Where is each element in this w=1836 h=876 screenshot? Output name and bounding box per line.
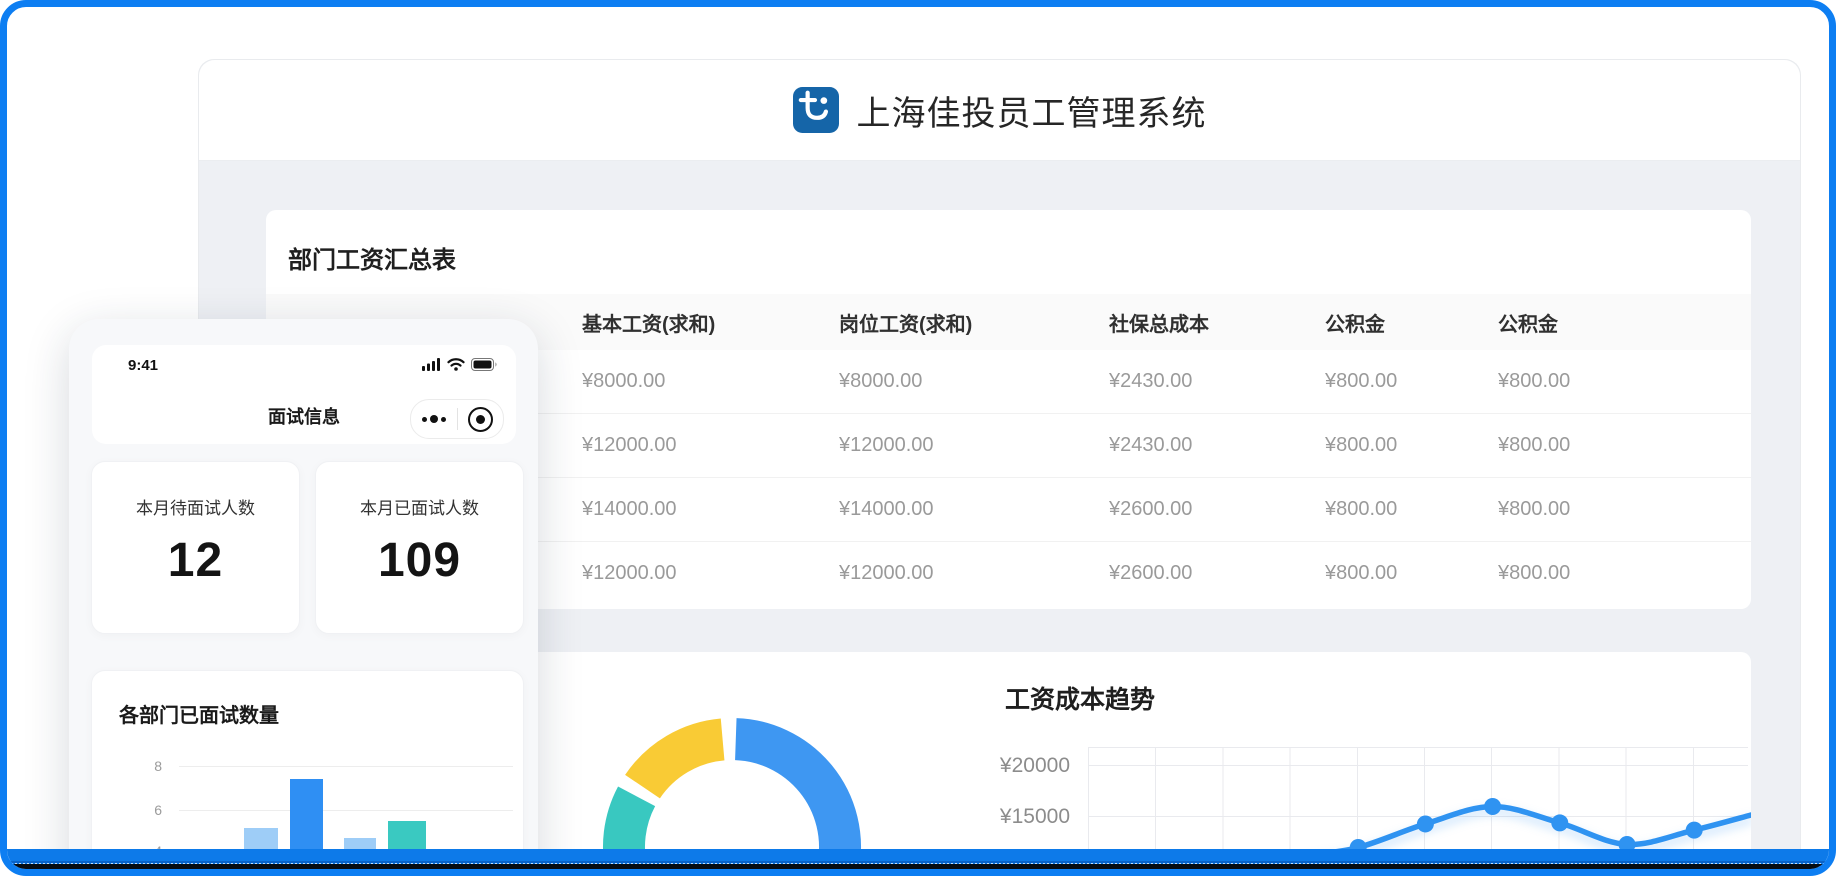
table-cell: ¥8000.00 (582, 370, 666, 392)
table-cell: ¥800.00 (1498, 498, 1571, 520)
salary-card-title: 部门工资汇总表 (288, 247, 456, 274)
stat-label: 本月待面试人数 (136, 499, 255, 518)
table-cell: ¥2600.00 (1109, 498, 1193, 520)
trend-data-point (1484, 798, 1502, 816)
app-title: 上海佳投员工管理系统 (856, 94, 1207, 133)
phone-nav-title: 面试信息 (268, 407, 340, 427)
table-cell: ¥14000.00 (839, 498, 934, 520)
trend-line-chart (1267, 798, 1751, 869)
trend-data-point (1685, 821, 1703, 839)
trend-data-point (1416, 815, 1434, 833)
bar-y-tick-6: 6 (154, 802, 162, 818)
table-cell: ¥2600.00 (1109, 562, 1193, 584)
salary-table-body: ¥8000.00 ¥8000.00 ¥2430.00 ¥800.00 ¥800.00 ¥1… (266, 350, 1751, 605)
table-cell: ¥12000.00 (839, 434, 934, 456)
table-cell: ¥12000.00 (582, 562, 677, 584)
trend-y-label-20000: ¥20000 (999, 754, 1070, 777)
battery-icon (471, 358, 497, 371)
stat-card-done: 本月已面试人数 109 (315, 461, 524, 634)
table-cell: ¥12000.00 (582, 434, 677, 456)
table-row: ¥8000.00 ¥8000.00 ¥2430.00 ¥800.00 ¥800.00 (266, 350, 1751, 414)
app-header: 上海佳投员工管理系统 (199, 60, 1800, 161)
table-cell: ¥8000.00 (839, 370, 923, 392)
bar-y-tick-8: 8 (154, 758, 162, 774)
status-time: 9:41 (128, 357, 159, 374)
stat-value: 109 (377, 534, 462, 587)
table-cell: ¥12000.00 (839, 562, 934, 584)
capsule-target-icon[interactable] (458, 406, 504, 432)
table-row: ¥12000.00 ¥12000.00 ¥2600.00 ¥800.00 ¥800.00 (266, 542, 1751, 605)
table-cell: ¥800.00 (1325, 370, 1398, 392)
capsule-divider (456, 408, 458, 430)
trend-data-point (1618, 835, 1636, 853)
table-cell: ¥800.00 (1498, 370, 1571, 392)
table-cell: ¥800.00 (1498, 434, 1571, 456)
trend-plot-grid (1088, 747, 1748, 869)
app-logo-icon (792, 87, 839, 133)
frame-bottom-edge (7, 864, 1829, 869)
col-header: 公积金 (1498, 313, 1558, 336)
phone-bar-chart-card: 各部门已面试数量 8 6 4 (91, 670, 524, 869)
phone-chart-title: 各部门已面试数量 (119, 705, 279, 727)
table-cell: ¥2430.00 (1109, 434, 1193, 456)
segment-yellow (625, 718, 726, 799)
table-cell: ¥800.00 (1498, 562, 1571, 584)
stat-value: 12 (167, 534, 224, 587)
table-row: ¥14000.00 ¥14000.00 ¥2600.00 ¥800.00 ¥800.00 (266, 478, 1751, 542)
table-row: ¥12000.00 ¥12000.00 ¥2430.00 ¥800.00 ¥800.00 (266, 414, 1751, 478)
trend-data-point (1551, 814, 1569, 832)
stat-card-pending: 本月待面试人数 12 (91, 461, 300, 634)
signal-icon (422, 358, 440, 371)
status-icons (422, 358, 498, 371)
trend-chart-card: 工资成本趋势 ¥20000 ¥15000 ¥10000 (969, 652, 1751, 869)
wifi-icon (447, 358, 465, 371)
table-cell: ¥14000.00 (582, 498, 677, 520)
stat-label: 本月已面试人数 (360, 499, 479, 518)
segment-teal (603, 786, 656, 869)
miniprogram-capsule (410, 399, 504, 439)
phone-statusbar-nav: 9:41 面试信息 (92, 345, 516, 444)
table-cell: ¥2430.00 (1109, 370, 1193, 392)
col-header: 基本工资(求和) (582, 313, 716, 336)
col-header: 公积金 (1325, 313, 1385, 336)
trend-y-label-15000: ¥15000 (999, 805, 1070, 828)
table-cell: ¥800.00 (1325, 498, 1398, 520)
salary-table-header: 基本工资(求和) 岗位工资(求和) 社保总成本 公积金 公积金 (266, 294, 1751, 350)
table-cell: ¥800.00 (1325, 434, 1398, 456)
col-header: 岗位工资(求和) (839, 313, 973, 336)
trend-card-title: 工资成本趋势 (1005, 686, 1156, 714)
table-cell: ¥800.00 (1325, 562, 1398, 584)
phone-mockup: 9:41 面试信息 (69, 319, 538, 869)
col-header: 社保总成本 (1109, 313, 1209, 336)
more-dots-icon[interactable] (411, 415, 457, 423)
